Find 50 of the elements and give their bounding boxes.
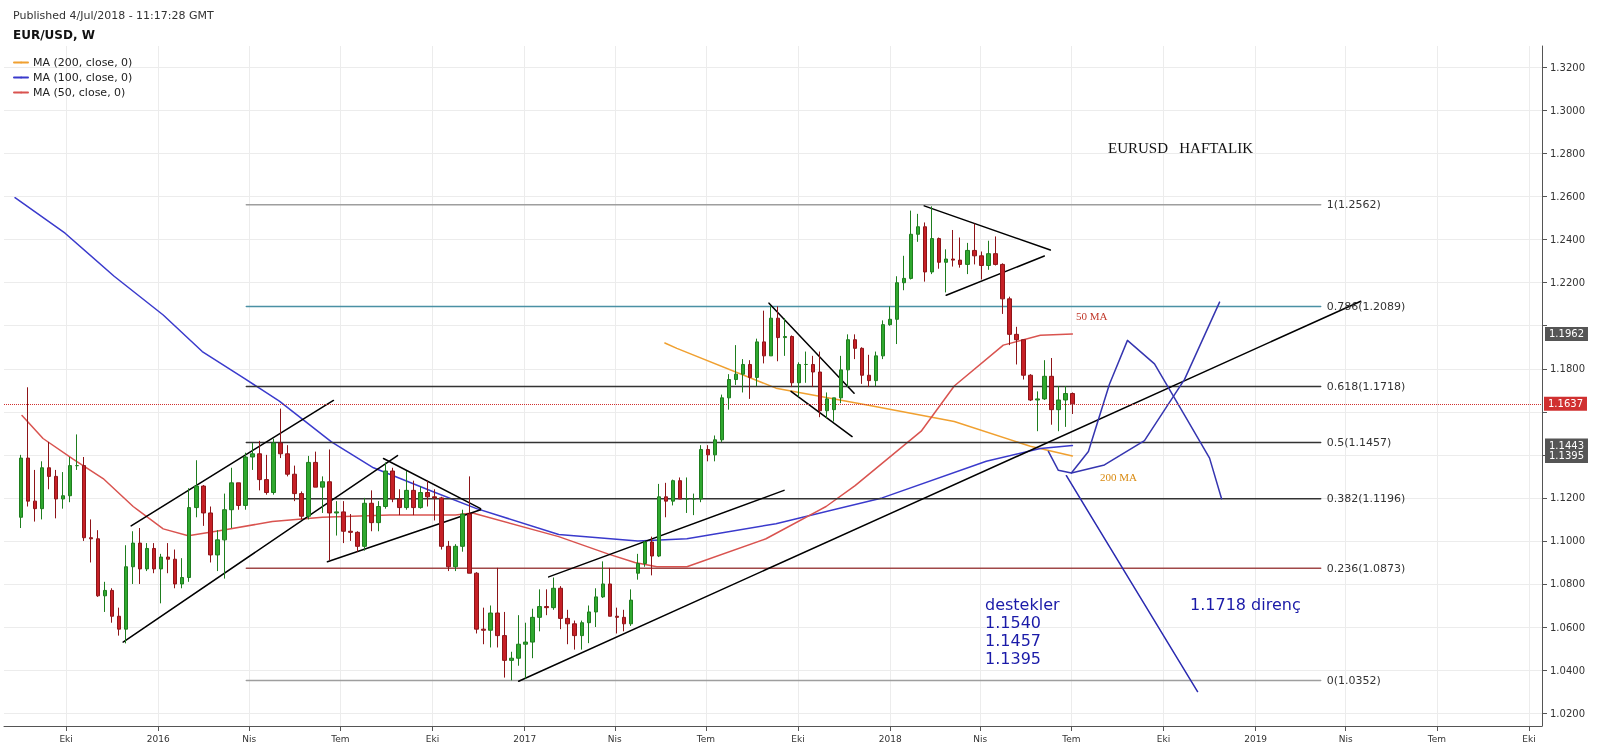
annotation: 0.618(1.1718) <box>1326 379 1406 393</box>
legend-label: MA (100, close, 0) <box>33 71 133 84</box>
x-tick-label: Eki <box>1156 733 1171 744</box>
y-tick-label: 1.2800 <box>1550 148 1585 160</box>
annotation: 0.382(1.1196) <box>1326 492 1406 506</box>
annotation: destekler 1.1540 1.1457 1.1395 <box>985 594 1061 668</box>
ref-line-label: 1.1637 <box>1548 398 1583 410</box>
x-tick-label: Tem <box>1426 733 1446 744</box>
x-tick-label: 2019 <box>1244 733 1268 744</box>
x-tick-label: Eki <box>425 733 440 744</box>
chart-subtitle: Published 4/Jul/2018 - 11:17:28 GMT <box>13 9 215 22</box>
annotation: 0(1.0352) <box>1326 673 1381 687</box>
annotation: 1.1962 <box>1549 328 1584 340</box>
x-tick-label: Nis <box>1338 733 1354 744</box>
y-tick-label: 1.0800 <box>1550 578 1585 590</box>
x-tick-label: Tem <box>695 733 716 744</box>
x-tick-label: Eki <box>1522 733 1536 744</box>
x-tick-label: Tem <box>330 733 350 744</box>
annotation: 1.1718 direnç <box>1190 594 1301 614</box>
x-tick-label: 2017 <box>513 733 537 744</box>
annotation: 0.236(1.0873) <box>1326 561 1406 575</box>
y-tick-label: 1.0400 <box>1550 664 1585 676</box>
x-tick-label: Tem <box>1061 733 1081 744</box>
y-tick-label: 1.1800 <box>1550 363 1585 375</box>
annotation: 200 MA <box>1100 470 1138 483</box>
y-tick-label: 1.0200 <box>1550 707 1585 719</box>
y-tick-label: 1.1000 <box>1550 535 1585 547</box>
chart-title: EUR/USD, W <box>13 28 95 42</box>
annotation: 1.1395 <box>1549 450 1584 462</box>
y-tick-label: 1.0600 <box>1550 621 1585 633</box>
x-tick-label: Nis <box>242 733 257 744</box>
y-tick-label: 1.2200 <box>1550 277 1585 289</box>
annotation: EURUSD HAFTALIK <box>1108 139 1254 156</box>
y-tick-label: 1.2400 <box>1550 234 1585 246</box>
x-tick-label: Nis <box>973 733 988 744</box>
y-tick-label: 1.3200 <box>1550 62 1585 74</box>
legend-label: MA (50, close, 0) <box>33 86 126 99</box>
legend-label: MA (200, close, 0) <box>33 56 133 69</box>
x-tick-label: Nis <box>607 733 623 744</box>
y-tick-label: 1.1200 <box>1550 492 1585 504</box>
x-tick-label: 2016 <box>146 733 170 744</box>
x-tick-label: Eki <box>791 733 805 744</box>
y-tick-label: 1.2600 <box>1550 191 1585 203</box>
annotation: 1.1443 <box>1549 440 1584 452</box>
annotation: 1(1.2562) <box>1326 198 1381 212</box>
annotation: 0.5(1.1457) <box>1326 436 1392 450</box>
y-tick-label: 1.3000 <box>1550 105 1585 117</box>
annotation: 50 MA <box>1076 309 1108 322</box>
x-tick-label: Eki <box>59 733 73 744</box>
x-tick-label: 2018 <box>878 733 902 744</box>
